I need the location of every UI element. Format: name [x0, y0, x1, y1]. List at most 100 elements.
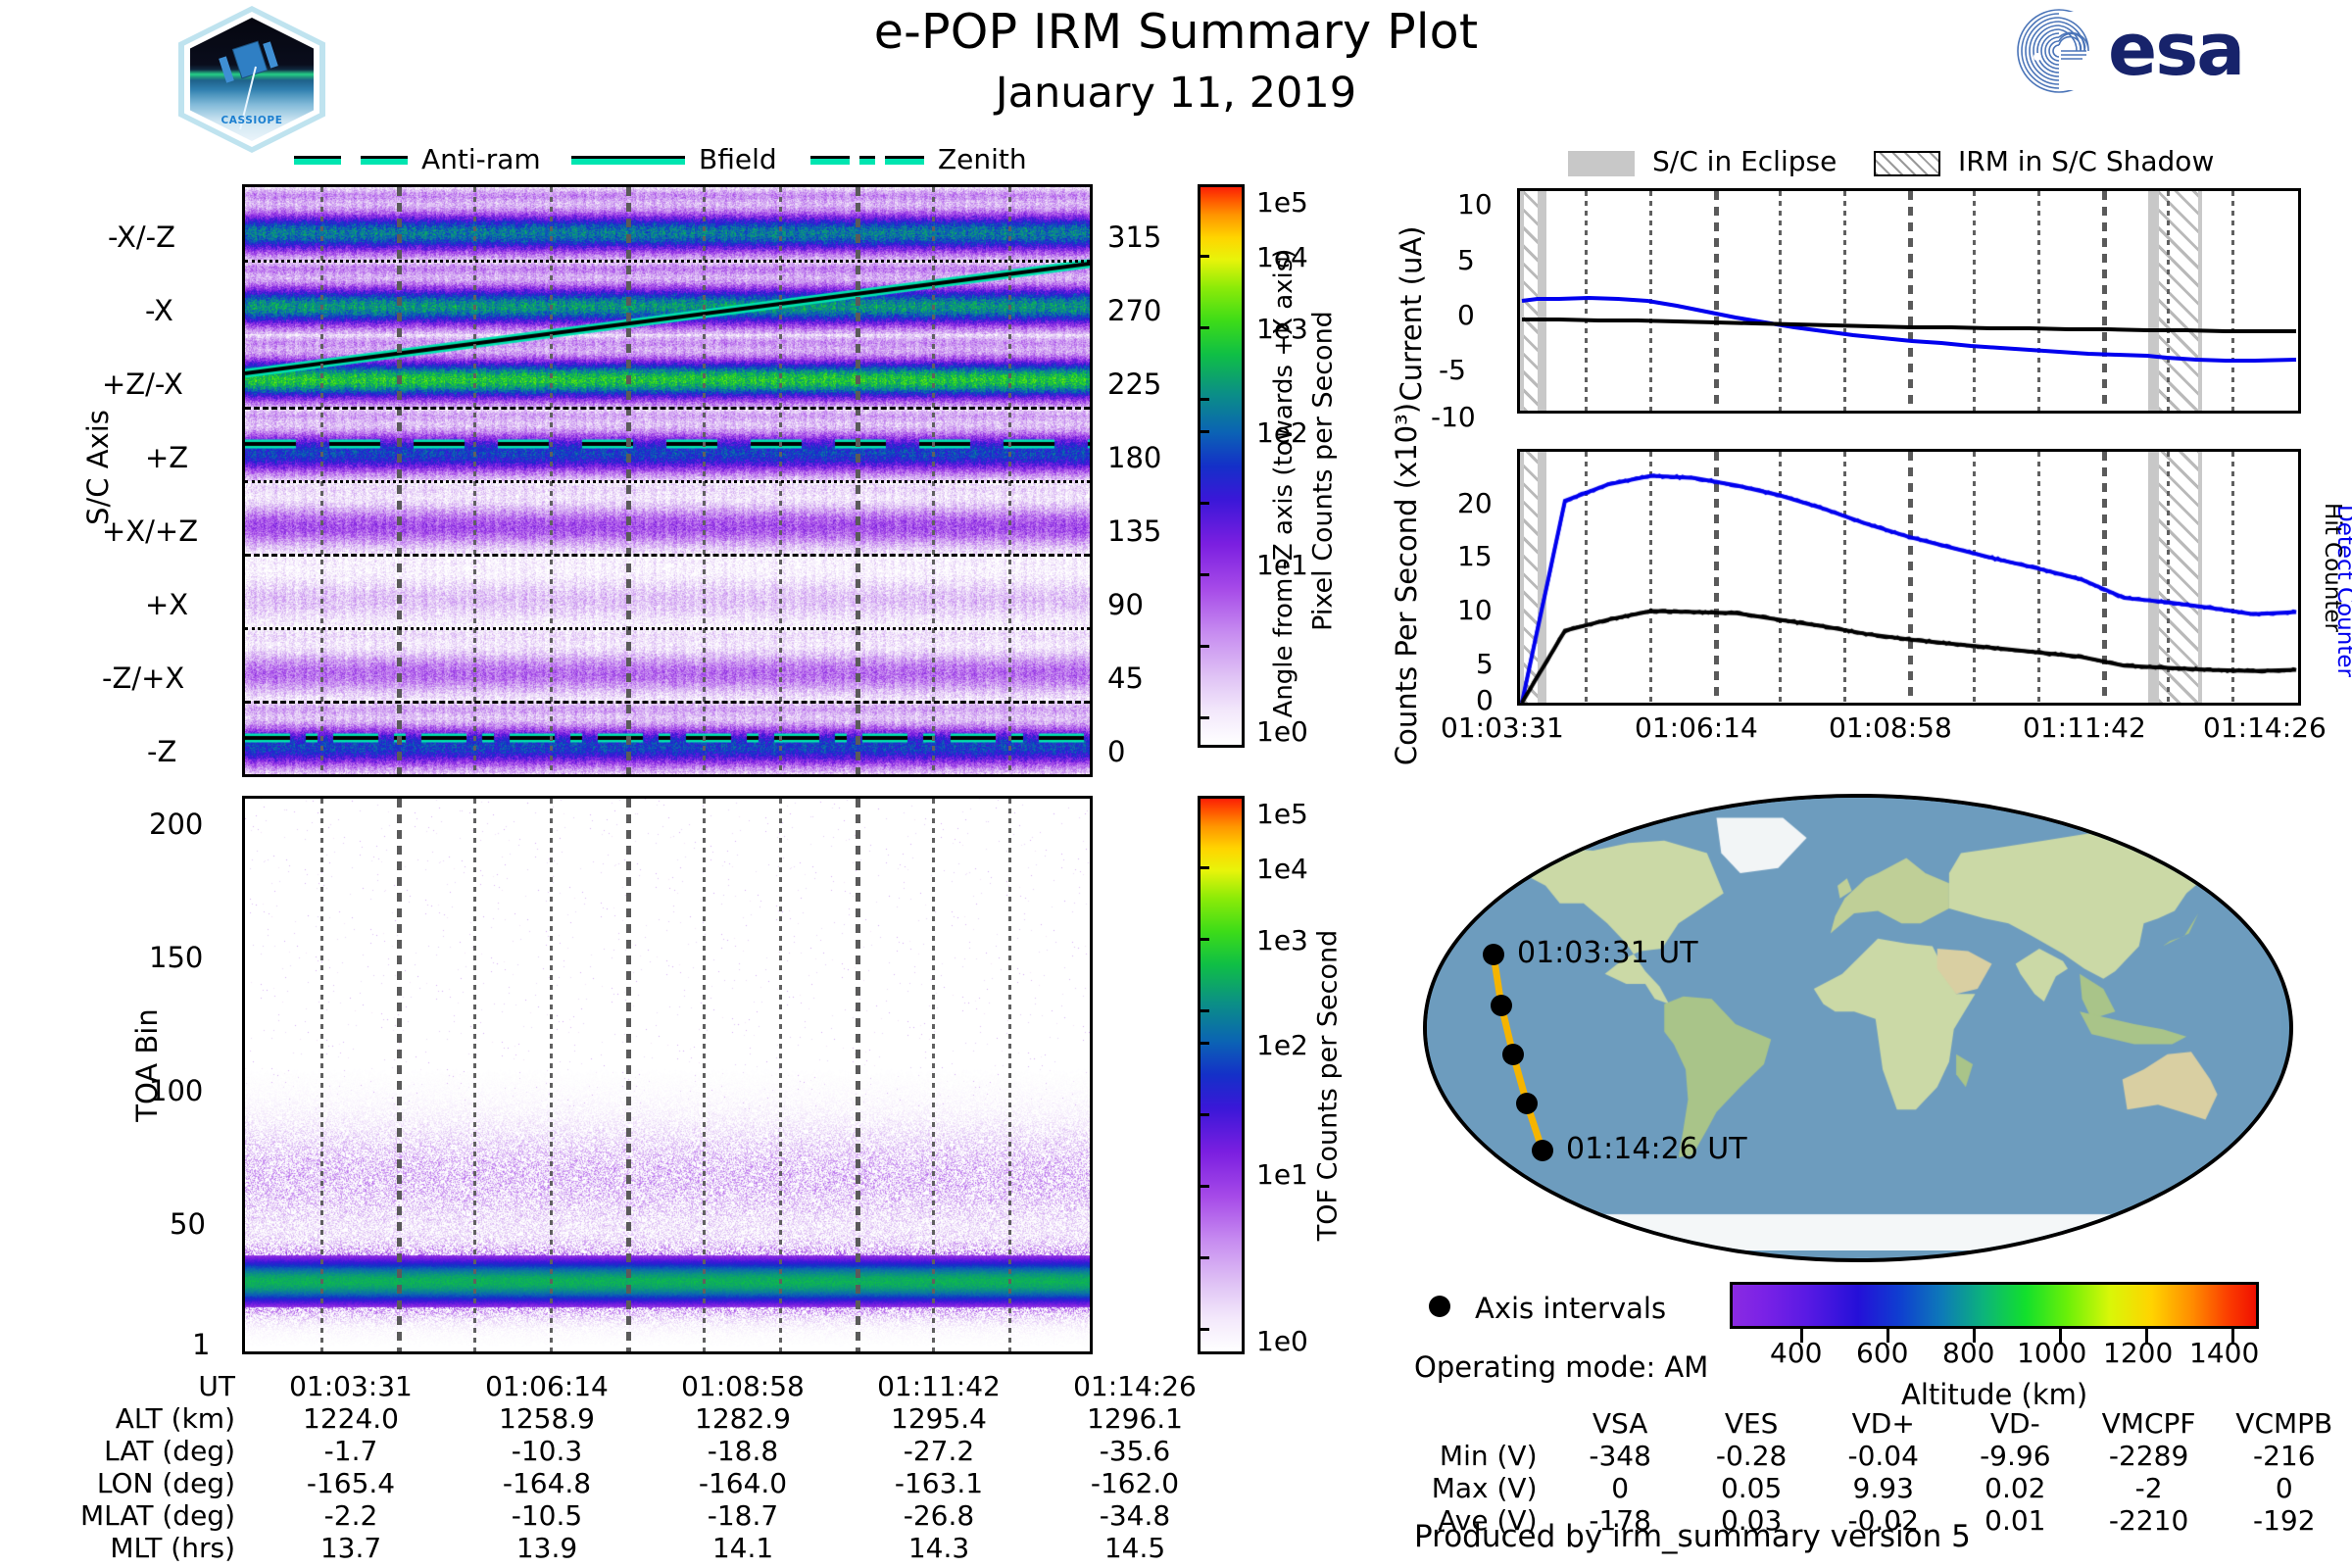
voltage-cell: 0.05	[1720, 1472, 1783, 1504]
voltage-col-header: VCMPB	[2235, 1407, 2333, 1440]
voltage-cell: -0.28	[1715, 1440, 1788, 1472]
axis-intervals-label: Axis intervals	[1475, 1292, 1667, 1325]
counts-ytick-1: 15	[1457, 540, 1493, 572]
pixel-cb-tick-0: 1e5	[1256, 186, 1308, 219]
ephemeris-cell: -164.0	[698, 1467, 788, 1499]
voltage-col-header: VD+	[1851, 1407, 1915, 1440]
ground-track-trace	[1483, 944, 1553, 1161]
legend-label-anti-ram: Anti-ram	[421, 143, 541, 175]
altitude-cb-ticks	[1730, 1282, 2259, 1343]
table-header-row: VSA VES VD+ VD- VMCPF VCMPB	[1411, 1407, 2352, 1440]
table-row: UT 01:03:31 01:06:14 01:08:58 01:11:42 01:14:…	[59, 1370, 1233, 1402]
ephemeris-cell: 14.5	[1103, 1532, 1166, 1564]
tof-cb-tick-1: 1e4	[1256, 853, 1308, 885]
sc-eclipse-band	[2148, 191, 2157, 411]
ephemeris-cell: 1282.9	[695, 1402, 791, 1435]
voltage-row-label: Min (V)	[1439, 1440, 1538, 1472]
spec-ytick-5: +X	[145, 588, 189, 621]
table-row: LON (deg) -165.4 -164.8 -164.0 -163.1 -162.0	[59, 1467, 1233, 1499]
voltage-cell: 0.02	[1984, 1472, 2046, 1504]
spec-ytick-right-6: 45	[1107, 662, 1144, 695]
voltage-corner-cell	[1411, 1407, 1555, 1440]
altitude-colorbar	[1730, 1282, 2259, 1329]
ephemeris-cell: 1296.1	[1087, 1402, 1183, 1435]
ephemeris-cell: 1295.4	[891, 1402, 987, 1435]
spec-ytick-2: +Z/-X	[102, 368, 183, 401]
map-end-label: 01:14:26 UT	[1566, 1132, 1747, 1166]
voltage-cell: -2	[2134, 1472, 2163, 1504]
spec-ytick-right-5: 90	[1107, 588, 1144, 621]
spec-ytick-1: -X	[145, 294, 173, 327]
voltage-cell: 0.01	[1984, 1504, 2046, 1537]
pixel-counts-colorbar	[1198, 184, 1245, 748]
spec-ytick-3: +Z	[145, 441, 189, 474]
pixel-cb-tick-3: 1e2	[1256, 416, 1308, 449]
ephemeris-row-label: UT	[198, 1370, 235, 1402]
voltage-col-header: VMCPF	[2101, 1407, 2196, 1440]
ephemeris-cell: -164.8	[502, 1467, 592, 1499]
voltage-cell: -2210	[2108, 1504, 2189, 1537]
toa-bin-spectrogram	[242, 796, 1093, 1354]
counts-ylabel: Counts Per Second (x10³)	[1390, 402, 1423, 766]
voltage-cell: -192	[2253, 1504, 2316, 1537]
altitude-cb-tick-0: 400	[1770, 1337, 1823, 1369]
voltage-cell: -0.04	[1847, 1440, 1919, 1472]
counts-xtick-0: 01:03:31	[1441, 711, 1564, 744]
altitude-cb-tick-5: 1400	[2189, 1337, 2260, 1369]
current-ytick-1: 5	[1457, 244, 1475, 276]
voltage-cell: 0	[1611, 1472, 1630, 1504]
toa-ytick-2: 100	[149, 1074, 204, 1107]
ephemeris-row-label: LON (deg)	[96, 1467, 235, 1499]
ephemeris-cell: -35.6	[1099, 1435, 1171, 1467]
counts-xtick-4: 01:14:26	[2203, 711, 2327, 744]
toa-ytick-4: 1	[192, 1328, 211, 1361]
tof-cb-ticks-marks	[1198, 796, 1245, 1354]
voltage-cell: -2289	[2108, 1440, 2189, 1472]
ephemeris-cell: -2.2	[323, 1499, 378, 1532]
counts-xtick-2: 01:08:58	[1829, 711, 1952, 744]
ephemeris-row-label: LAT (deg)	[104, 1435, 235, 1467]
spec-ytick-right-1: 270	[1107, 294, 1162, 327]
ephemeris-cell: -26.8	[903, 1499, 975, 1532]
tof-cb-tick-2: 1e3	[1256, 924, 1308, 956]
voltage-summary-table: VSA VES VD+ VD- VMCPF VCMPB Min (V) -348 -0.28 -…	[1411, 1407, 2352, 1537]
spec-ytick-4: +X/+Z	[102, 514, 199, 548]
ephemeris-cell: -27.2	[903, 1435, 975, 1467]
spectrogram-legend: Anti-ram Bfield Zenith	[294, 143, 1039, 175]
spec-ytick-0: -X/-Z	[108, 220, 175, 254]
ephemeris-cell: -10.5	[511, 1499, 583, 1532]
spec-ylabel-right: Angle from -Z axis (towards +X axis)	[1269, 248, 1298, 718]
table-row: Ave (V) -178 0.03 -0.02 0.01 -2210 -192	[1411, 1504, 2352, 1537]
ephemeris-row-label: MLAT (deg)	[79, 1499, 235, 1532]
ephemeris-cell: -1.7	[323, 1435, 378, 1467]
page-subtitle: January 11, 2019	[995, 69, 1357, 118]
current-ytick-4: -10	[1431, 401, 1476, 433]
table-row: MLT (hrs) 13.7 13.9 14.1 14.3 14.5	[59, 1532, 1233, 1564]
spec-ytick-right-0: 315	[1107, 220, 1162, 254]
sensor-surface-current-line	[1522, 318, 2296, 333]
toa-ytick-0: 200	[149, 808, 204, 841]
spec-ytick-right-4: 135	[1107, 514, 1162, 548]
altitude-cb-tick-4: 1200	[2103, 1337, 2174, 1369]
esa-emblem-icon	[2017, 9, 2112, 93]
counts-ytick-0: 20	[1457, 487, 1493, 519]
counts-xtick-1: 01:06:14	[1635, 711, 1758, 744]
tof-cb-tick-3: 1e2	[1256, 1029, 1308, 1061]
tof-counts-colorbar	[1198, 796, 1245, 1354]
table-row: Max (V) 0 0.05 9.93 0.02 -2 0	[1411, 1472, 2352, 1504]
ephemeris-cell: 01:03:31	[289, 1370, 413, 1402]
ephemeris-cell: -34.8	[1099, 1499, 1171, 1532]
current-traces	[1521, 295, 2297, 363]
counts-ytick-3: 5	[1476, 648, 1494, 680]
counts-xtick-3: 01:11:42	[2023, 711, 2146, 744]
ephemeris-cell: -162.0	[1090, 1467, 1180, 1499]
legend-swatch-eclipse	[1568, 151, 1635, 176]
ephemeris-row-label: ALT (km)	[115, 1402, 235, 1435]
spec-ytick-6: -Z/+X	[102, 662, 185, 695]
ephemeris-cell: -18.8	[707, 1435, 779, 1467]
ephemeris-cell: 01:06:14	[485, 1370, 609, 1402]
counts-right-label-black: Hit Counter	[2320, 503, 2345, 632]
legend-label-shadow: IRM in S/C Shadow	[1958, 145, 2215, 177]
map-start-label: 01:03:31 UT	[1517, 936, 1698, 970]
ephemeris-cell: 01:11:42	[877, 1370, 1001, 1402]
